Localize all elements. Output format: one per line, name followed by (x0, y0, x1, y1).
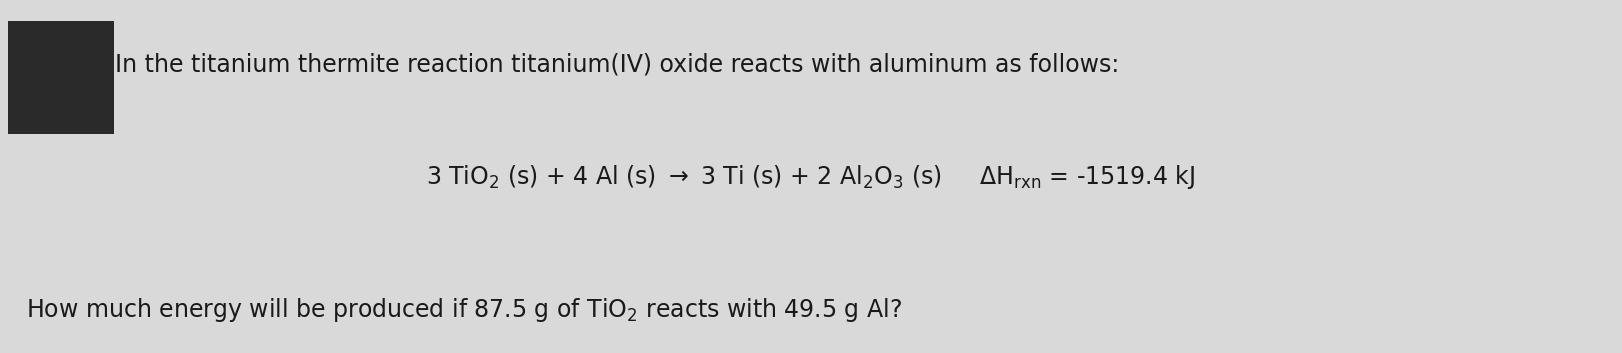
Text: How much energy will be produced if 87.5 g of TiO$_2$ reacts with 49.5 g Al?: How much energy will be produced if 87.5… (26, 295, 902, 324)
Text: 3 TiO$_2$ (s) + 4 Al (s) $\rightarrow$ 3 Ti (s) + 2 Al$_2$O$_3$ (s)     $\Delta$: 3 TiO$_2$ (s) + 4 Al (s) $\rightarrow$ 3… (427, 162, 1195, 191)
FancyBboxPatch shape (3, 16, 118, 140)
Text: In the titanium thermite reaction titanium(IV) oxide reacts with aluminum as fol: In the titanium thermite reaction titani… (115, 53, 1119, 77)
